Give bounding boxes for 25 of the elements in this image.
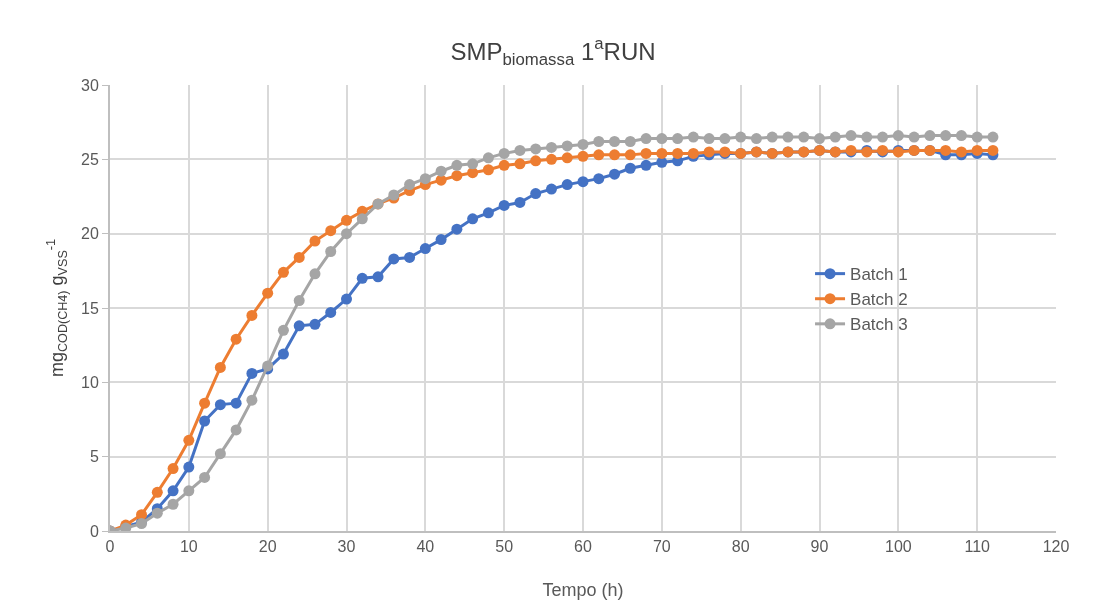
legend-label: Batch 2 <box>850 290 908 310</box>
x-tick-label: 60 <box>574 538 592 556</box>
x-tick-label: 110 <box>964 538 991 556</box>
x-tick-label: 100 <box>884 538 912 556</box>
y-tick-label: 10 <box>81 373 99 391</box>
y-tick-label: 30 <box>81 76 99 94</box>
x-tick-label: 50 <box>495 538 514 556</box>
legend-label: Batch 3 <box>850 315 908 335</box>
x-axis-title: Tempo (h) <box>542 580 624 600</box>
x-tick-label: 0 <box>105 538 115 556</box>
chart-title: SMP$_{biomassa}$ 1$^{a}$RUN <box>450 34 656 69</box>
x-tick-label: 30 <box>337 538 356 556</box>
x-tick-label: 10 <box>179 538 198 556</box>
x-tick-label: 20 <box>258 538 277 556</box>
x-tick-label: 120 <box>1042 538 1070 556</box>
y-tick-label: 25 <box>81 150 99 168</box>
y-tick-label: 15 <box>81 299 99 317</box>
y-tick-label: 5 <box>89 448 99 466</box>
x-tick-label: 40 <box>416 538 435 556</box>
legend-label: Batch 1 <box>850 265 908 285</box>
x-tick-label: 90 <box>810 538 829 556</box>
x-tick-label: 80 <box>731 538 750 556</box>
x-tick-label: 70 <box>652 538 671 556</box>
y-tick-label: 20 <box>81 225 99 243</box>
y-tick-label: 0 <box>89 522 99 540</box>
